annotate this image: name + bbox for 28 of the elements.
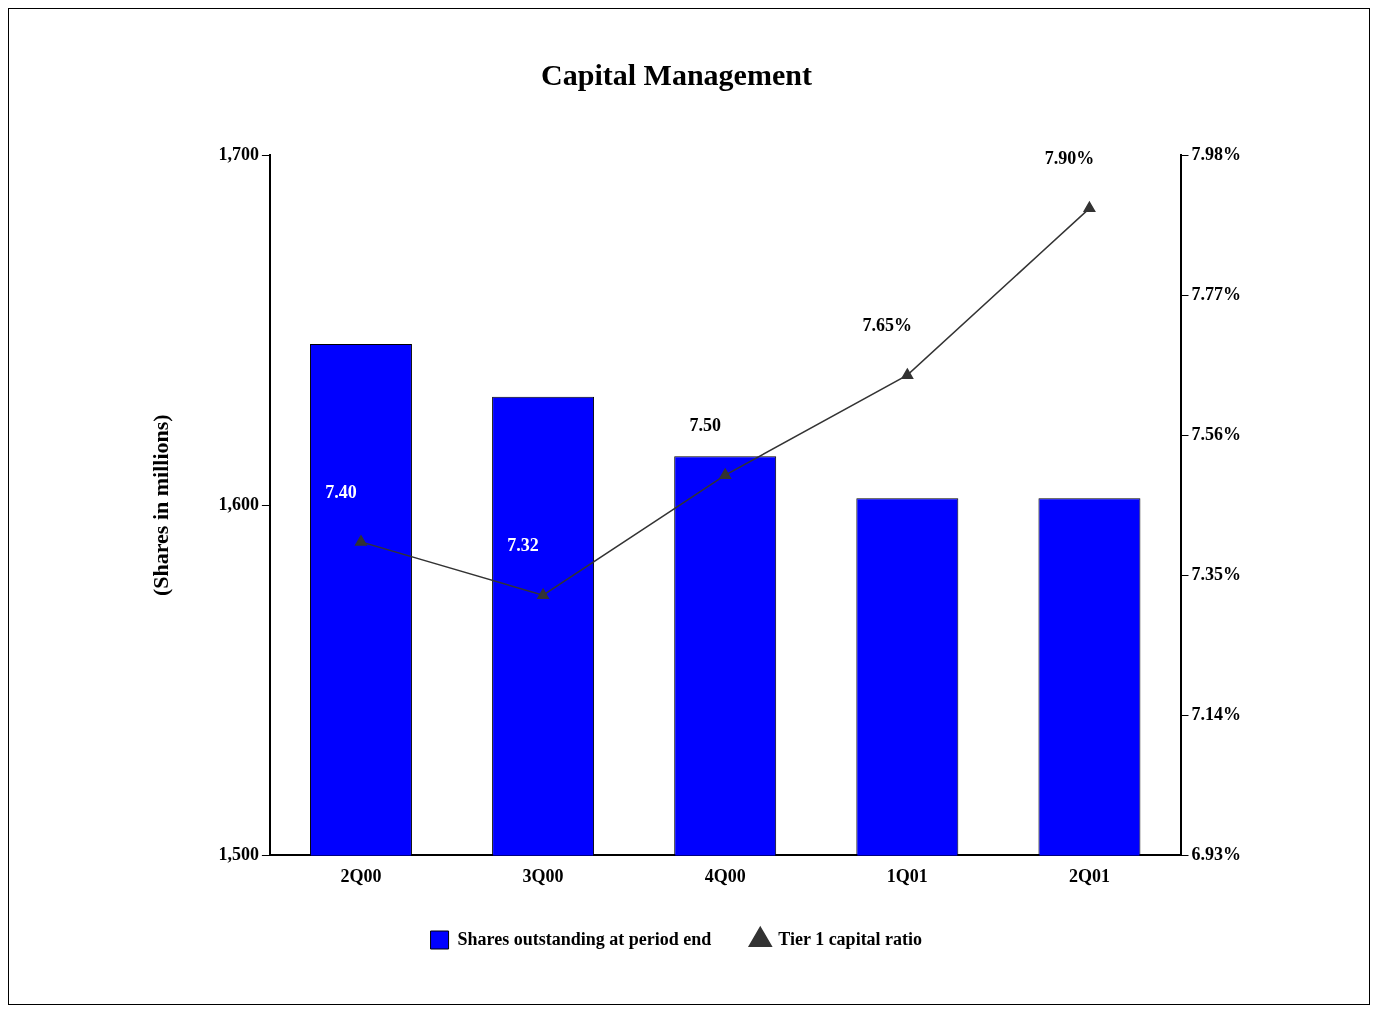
y2-tick-label: 7.56%	[1191, 423, 1241, 444]
data-label: 7.32	[507, 534, 539, 555]
y-tick-label: 1,500	[218, 844, 259, 865]
x-tick-label: 1Q01	[886, 865, 928, 886]
data-label: 7.50	[689, 414, 721, 435]
y-tick-label: 1,600	[218, 493, 259, 514]
y2-tick-label: 7.77%	[1191, 283, 1241, 304]
y-tick-label: 1,700	[218, 143, 259, 164]
y2-tick-label: 7.14%	[1191, 703, 1241, 724]
data-label: 7.90%	[1044, 148, 1095, 169]
y2-tick-label: 6.93%	[1191, 844, 1241, 865]
point	[355, 535, 367, 546]
data-label: 7.40	[325, 481, 357, 502]
y-axis-title: (Shares in millions)	[147, 414, 173, 597]
point	[1083, 201, 1096, 213]
x-tick-label: 3Q00	[522, 865, 564, 886]
legend-label: Tier 1 capital ratio	[778, 928, 923, 949]
data-label: 7.65%	[862, 314, 913, 335]
point	[537, 588, 550, 599]
y2-tick-label: 7.35%	[1191, 563, 1241, 584]
point	[901, 368, 914, 379]
y2-tick-label: 7.98%	[1191, 143, 1241, 164]
x-tick-label: 2Q00	[340, 865, 382, 886]
x-tick-label: 2Q01	[1068, 865, 1110, 886]
chart-title: Capital Management	[541, 57, 812, 91]
legend-label: Shares outstanding at period end	[457, 928, 712, 949]
x-tick-label: 4Q00	[704, 865, 746, 886]
point	[719, 468, 732, 479]
